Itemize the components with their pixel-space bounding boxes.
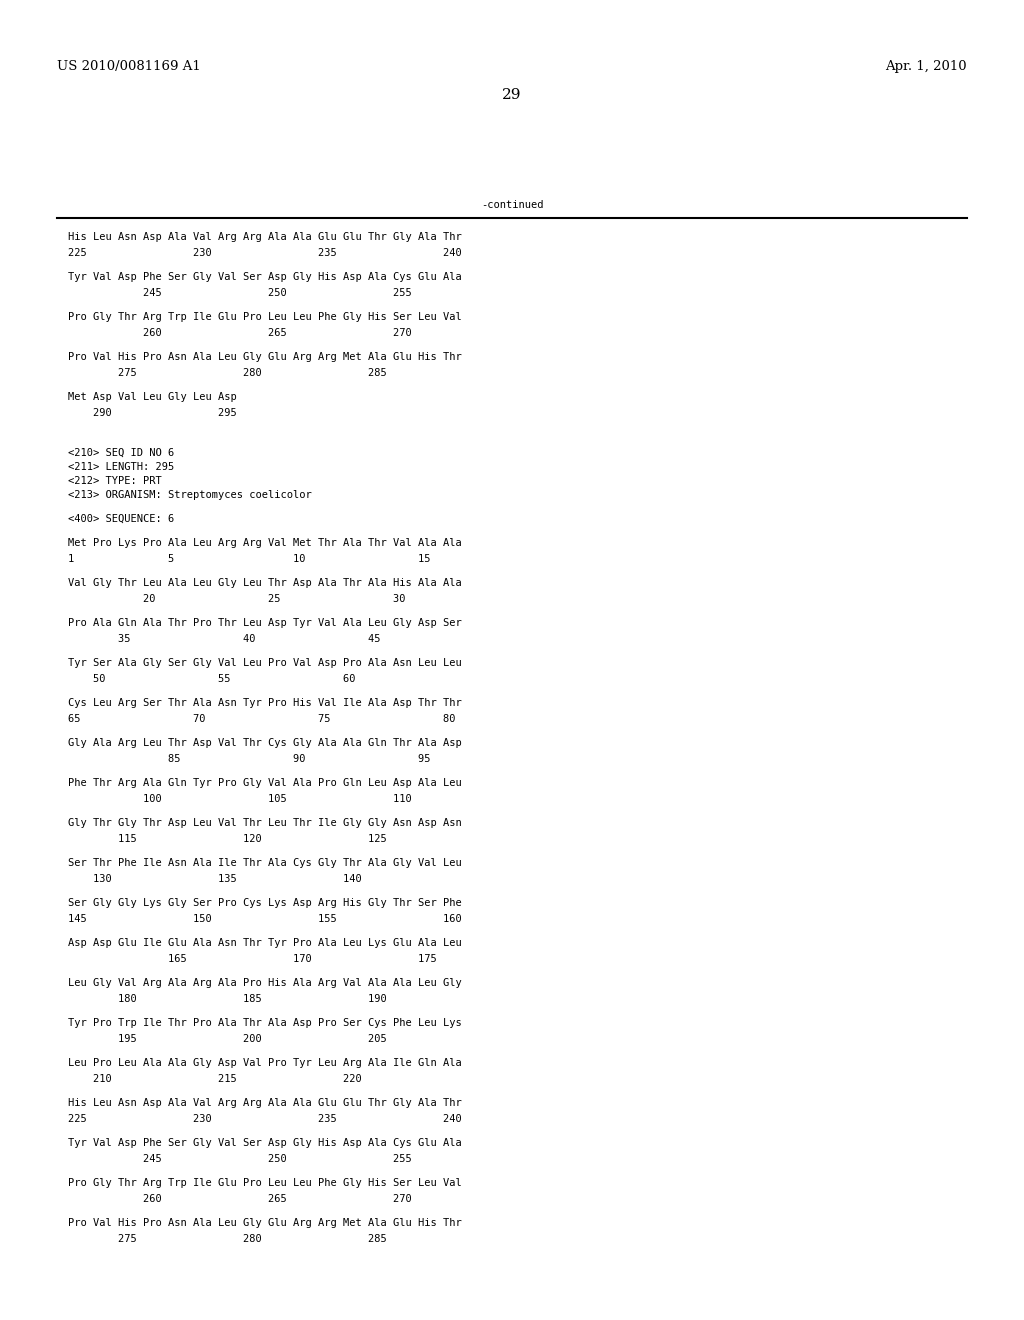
Text: 225                 230                 235                 240: 225 230 235 240: [68, 1114, 462, 1125]
Text: 275                 280                 285: 275 280 285: [68, 368, 387, 378]
Text: 85                  90                  95: 85 90 95: [68, 754, 430, 764]
Text: US 2010/0081169 A1: US 2010/0081169 A1: [57, 59, 201, 73]
Text: 145                 150                 155                 160: 145 150 155 160: [68, 913, 462, 924]
Text: His Leu Asn Asp Ala Val Arg Arg Ala Ala Glu Glu Thr Gly Ala Thr: His Leu Asn Asp Ala Val Arg Arg Ala Ala …: [68, 1098, 462, 1107]
Text: 29: 29: [502, 88, 522, 102]
Text: Met Pro Lys Pro Ala Leu Arg Arg Val Met Thr Ala Thr Val Ala Ala: Met Pro Lys Pro Ala Leu Arg Arg Val Met …: [68, 539, 462, 548]
Text: Ser Thr Phe Ile Asn Ala Ile Thr Ala Cys Gly Thr Ala Gly Val Leu: Ser Thr Phe Ile Asn Ala Ile Thr Ala Cys …: [68, 858, 462, 869]
Text: Met Asp Val Leu Gly Leu Asp: Met Asp Val Leu Gly Leu Asp: [68, 392, 237, 403]
Text: Pro Ala Gln Ala Thr Pro Thr Leu Asp Tyr Val Ala Leu Gly Asp Ser: Pro Ala Gln Ala Thr Pro Thr Leu Asp Tyr …: [68, 618, 462, 628]
Text: Tyr Pro Trp Ile Thr Pro Ala Thr Ala Asp Pro Ser Cys Phe Leu Lys: Tyr Pro Trp Ile Thr Pro Ala Thr Ala Asp …: [68, 1018, 462, 1028]
Text: Pro Val His Pro Asn Ala Leu Gly Glu Arg Arg Met Ala Glu His Thr: Pro Val His Pro Asn Ala Leu Gly Glu Arg …: [68, 1218, 462, 1228]
Text: 130                 135                 140: 130 135 140: [68, 874, 361, 884]
Text: His Leu Asn Asp Ala Val Arg Arg Ala Ala Glu Glu Thr Gly Ala Thr: His Leu Asn Asp Ala Val Arg Arg Ala Ala …: [68, 232, 462, 242]
Text: <211> LENGTH: 295: <211> LENGTH: 295: [68, 462, 174, 473]
Text: 20                  25                  30: 20 25 30: [68, 594, 406, 605]
Text: Asp Asp Glu Ile Glu Ala Asn Thr Tyr Pro Ala Leu Lys Glu Ala Leu: Asp Asp Glu Ile Glu Ala Asn Thr Tyr Pro …: [68, 939, 462, 948]
Text: 245                 250                 255: 245 250 255: [68, 1154, 412, 1164]
Text: 275                 280                 285: 275 280 285: [68, 1234, 387, 1243]
Text: Phe Thr Arg Ala Gln Tyr Pro Gly Val Ala Pro Gln Leu Asp Ala Leu: Phe Thr Arg Ala Gln Tyr Pro Gly Val Ala …: [68, 777, 462, 788]
Text: 260                 265                 270: 260 265 270: [68, 1195, 412, 1204]
Text: Gly Thr Gly Thr Asp Leu Val Thr Leu Thr Ile Gly Gly Asn Asp Asn: Gly Thr Gly Thr Asp Leu Val Thr Leu Thr …: [68, 818, 462, 828]
Text: Cys Leu Arg Ser Thr Ala Asn Tyr Pro His Val Ile Ala Asp Thr Thr: Cys Leu Arg Ser Thr Ala Asn Tyr Pro His …: [68, 698, 462, 708]
Text: 245                 250                 255: 245 250 255: [68, 288, 412, 298]
Text: Tyr Val Asp Phe Ser Gly Val Ser Asp Gly His Asp Ala Cys Glu Ala: Tyr Val Asp Phe Ser Gly Val Ser Asp Gly …: [68, 1138, 462, 1148]
Text: <212> TYPE: PRT: <212> TYPE: PRT: [68, 477, 162, 486]
Text: 225                 230                 235                 240: 225 230 235 240: [68, 248, 462, 257]
Text: <213> ORGANISM: Streptomyces coelicolor: <213> ORGANISM: Streptomyces coelicolor: [68, 490, 311, 500]
Text: Gly Ala Arg Leu Thr Asp Val Thr Cys Gly Ala Ala Gln Thr Ala Asp: Gly Ala Arg Leu Thr Asp Val Thr Cys Gly …: [68, 738, 462, 748]
Text: Tyr Ser Ala Gly Ser Gly Val Leu Pro Val Asp Pro Ala Asn Leu Leu: Tyr Ser Ala Gly Ser Gly Val Leu Pro Val …: [68, 657, 462, 668]
Text: 260                 265                 270: 260 265 270: [68, 327, 412, 338]
Text: <400> SEQUENCE: 6: <400> SEQUENCE: 6: [68, 513, 174, 524]
Text: 195                 200                 205: 195 200 205: [68, 1034, 387, 1044]
Text: 290                 295: 290 295: [68, 408, 237, 418]
Text: Leu Pro Leu Ala Ala Gly Asp Val Pro Tyr Leu Arg Ala Ile Gln Ala: Leu Pro Leu Ala Ala Gly Asp Val Pro Tyr …: [68, 1059, 462, 1068]
Text: Leu Gly Val Arg Ala Arg Ala Pro His Ala Arg Val Ala Ala Leu Gly: Leu Gly Val Arg Ala Arg Ala Pro His Ala …: [68, 978, 462, 987]
Text: -continued: -continued: [480, 201, 544, 210]
Text: 115                 120                 125: 115 120 125: [68, 834, 387, 843]
Text: Val Gly Thr Leu Ala Leu Gly Leu Thr Asp Ala Thr Ala His Ala Ala: Val Gly Thr Leu Ala Leu Gly Leu Thr Asp …: [68, 578, 462, 587]
Text: 165                 170                 175: 165 170 175: [68, 954, 437, 964]
Text: <210> SEQ ID NO 6: <210> SEQ ID NO 6: [68, 447, 174, 458]
Text: Tyr Val Asp Phe Ser Gly Val Ser Asp Gly His Asp Ala Cys Glu Ala: Tyr Val Asp Phe Ser Gly Val Ser Asp Gly …: [68, 272, 462, 282]
Text: Pro Gly Thr Arg Trp Ile Glu Pro Leu Leu Phe Gly His Ser Leu Val: Pro Gly Thr Arg Trp Ile Glu Pro Leu Leu …: [68, 1177, 462, 1188]
Text: 1               5                   10                  15: 1 5 10 15: [68, 554, 430, 564]
Text: 50                  55                  60: 50 55 60: [68, 675, 355, 684]
Text: 35                  40                  45: 35 40 45: [68, 634, 381, 644]
Text: 180                 185                 190: 180 185 190: [68, 994, 387, 1005]
Text: Apr. 1, 2010: Apr. 1, 2010: [886, 59, 967, 73]
Text: 100                 105                 110: 100 105 110: [68, 795, 412, 804]
Text: Pro Val His Pro Asn Ala Leu Gly Glu Arg Arg Met Ala Glu His Thr: Pro Val His Pro Asn Ala Leu Gly Glu Arg …: [68, 352, 462, 362]
Text: 210                 215                 220: 210 215 220: [68, 1074, 361, 1084]
Text: Ser Gly Gly Lys Gly Ser Pro Cys Lys Asp Arg His Gly Thr Ser Phe: Ser Gly Gly Lys Gly Ser Pro Cys Lys Asp …: [68, 898, 462, 908]
Text: Pro Gly Thr Arg Trp Ile Glu Pro Leu Leu Phe Gly His Ser Leu Val: Pro Gly Thr Arg Trp Ile Glu Pro Leu Leu …: [68, 312, 462, 322]
Text: 65                  70                  75                  80: 65 70 75 80: [68, 714, 456, 723]
